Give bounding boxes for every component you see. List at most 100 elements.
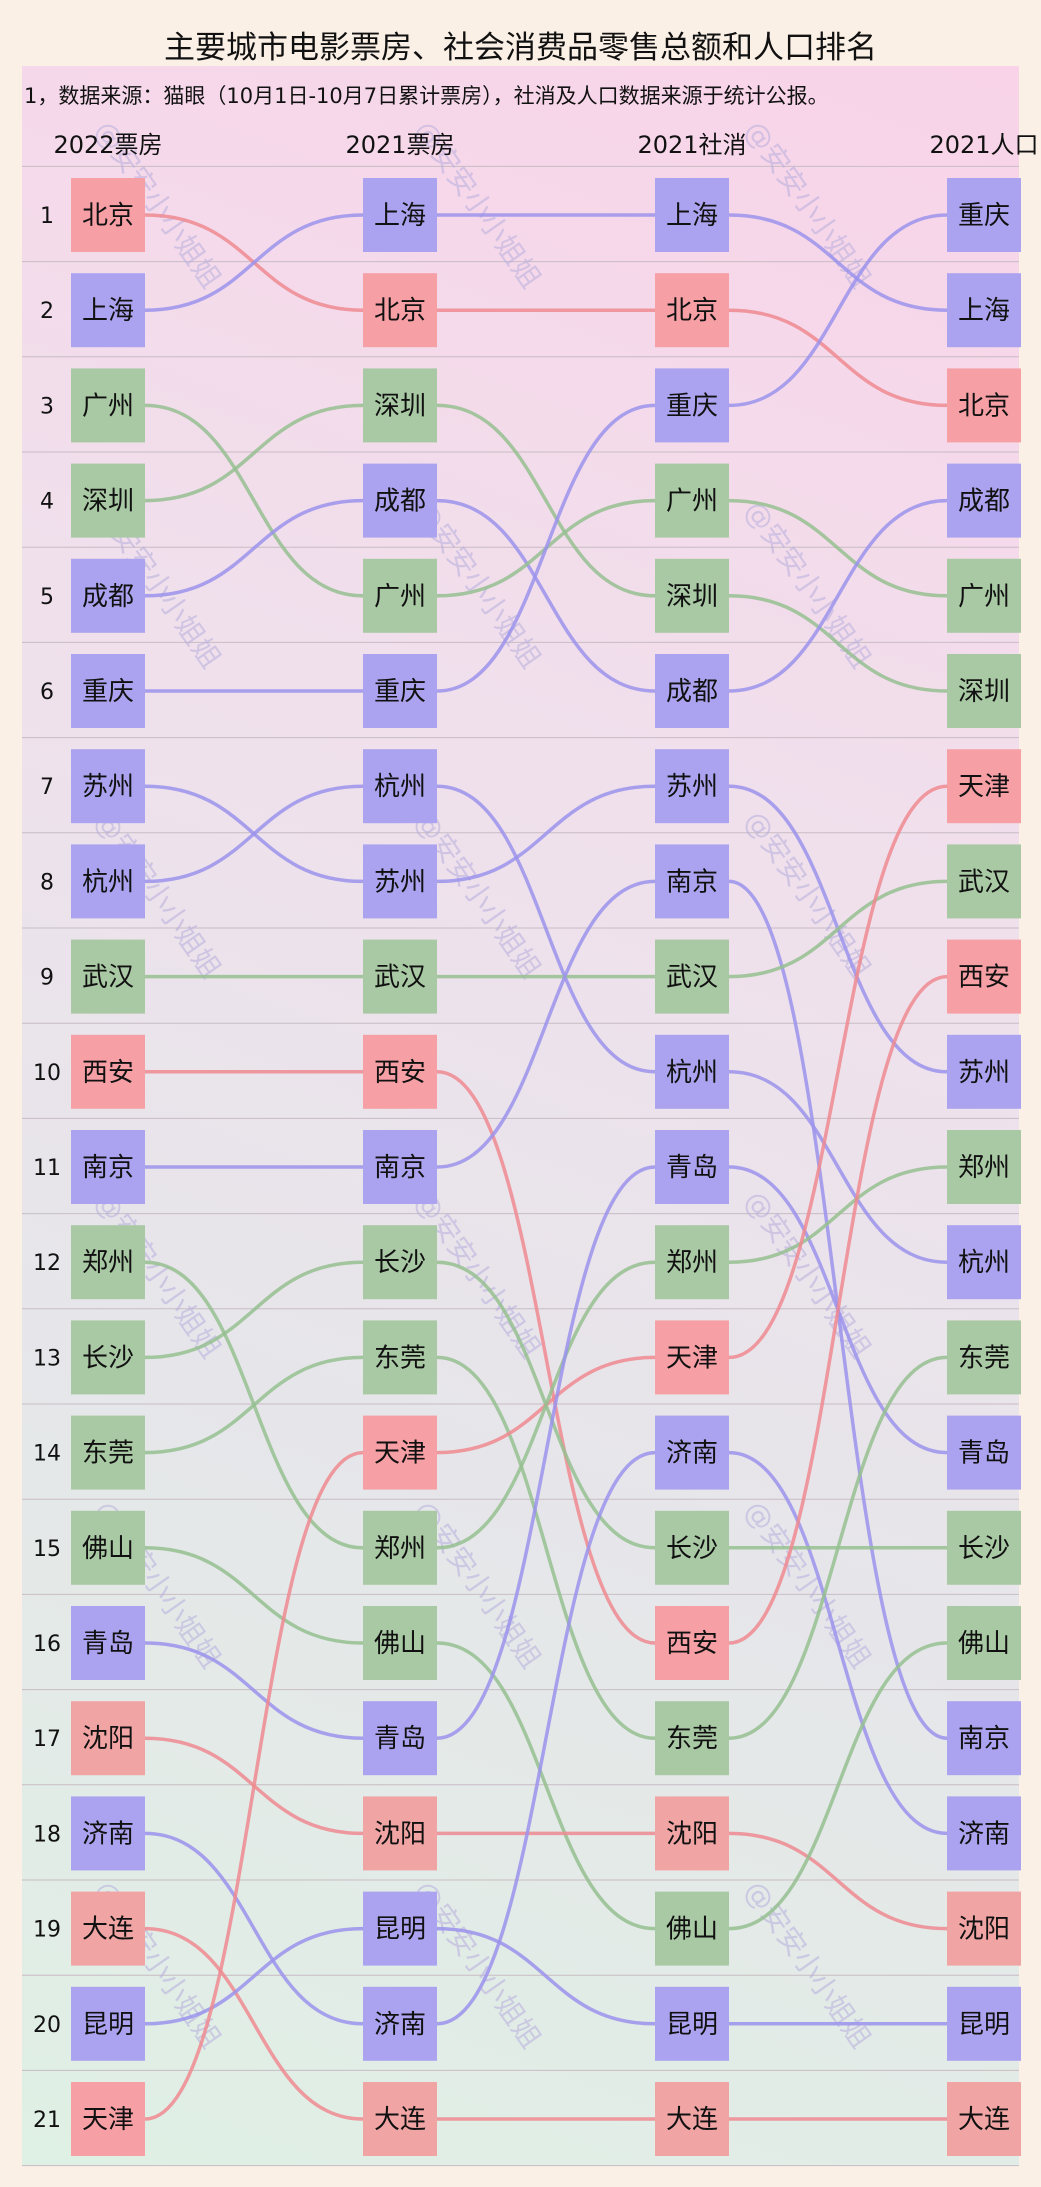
city-box bbox=[363, 178, 437, 252]
city-label: 广州 bbox=[958, 582, 1010, 612]
city-label: 杭州 bbox=[958, 1248, 1010, 1278]
city-box bbox=[71, 1225, 145, 1300]
city-label: 上海 bbox=[82, 296, 134, 326]
city-box bbox=[655, 368, 729, 443]
city-label: 沈阳 bbox=[374, 1819, 426, 1849]
city-box bbox=[363, 1320, 437, 1395]
city-box bbox=[363, 1986, 437, 2061]
city-box bbox=[71, 1130, 145, 1204]
city-box bbox=[655, 1510, 729, 1585]
city-label: 佛山 bbox=[374, 1629, 426, 1659]
connector-line bbox=[144, 1450, 364, 2121]
city-box bbox=[947, 273, 1021, 348]
city-box bbox=[655, 1796, 729, 1871]
city-label: 成都 bbox=[82, 582, 134, 612]
city-box bbox=[363, 844, 437, 919]
connector-line bbox=[436, 403, 656, 693]
city-box bbox=[71, 368, 145, 443]
connector-line bbox=[728, 1165, 948, 1264]
city-box bbox=[71, 2082, 145, 2156]
city-label: 苏州 bbox=[666, 772, 718, 802]
connector-line bbox=[436, 498, 656, 693]
gridlines bbox=[22, 165, 1019, 2167]
city-box bbox=[947, 1796, 1021, 1871]
city-box bbox=[363, 2082, 437, 2156]
city-label: 成都 bbox=[958, 487, 1010, 517]
connector-line bbox=[144, 1831, 364, 2026]
city-label: 济南 bbox=[82, 1819, 134, 1849]
city-label: 济南 bbox=[666, 1439, 718, 1469]
city-label: 青岛 bbox=[82, 1629, 134, 1659]
city-box bbox=[71, 1891, 145, 1966]
city-box bbox=[655, 2082, 729, 2156]
watermark-text: @安安小小姐姐 bbox=[738, 1875, 877, 2054]
city-box bbox=[71, 1606, 145, 1680]
city-box bbox=[947, 558, 1021, 633]
city-box bbox=[947, 1701, 1021, 1776]
city-box bbox=[947, 1891, 1021, 1966]
city-label: 昆明 bbox=[374, 1915, 426, 1945]
city-label: 济南 bbox=[374, 2010, 426, 2040]
connector-line bbox=[436, 784, 656, 1074]
city-label: 沈阳 bbox=[958, 1915, 1010, 1945]
city-box bbox=[71, 1986, 145, 2061]
city-label: 西安 bbox=[374, 1058, 426, 1088]
city-box bbox=[655, 1986, 729, 2061]
city-box bbox=[71, 1415, 145, 1490]
rank-label: 1 bbox=[40, 204, 54, 229]
city-box bbox=[71, 273, 145, 348]
city-label: 重庆 bbox=[958, 201, 1010, 231]
city-box bbox=[655, 178, 729, 252]
column-header: 2021社消 bbox=[637, 131, 746, 159]
city-label: 北京 bbox=[958, 391, 1010, 421]
city-box bbox=[947, 1986, 1021, 2061]
city-box bbox=[71, 654, 145, 728]
column-header: 2022票房 bbox=[53, 131, 162, 159]
connector-line bbox=[436, 784, 656, 884]
city-boxes: 北京上海广州深圳成都重庆苏州杭州武汉西安南京郑州长沙东莞佛山青岛沈阳济南大连昆明… bbox=[71, 178, 1021, 2156]
city-box bbox=[71, 463, 145, 538]
city-box bbox=[71, 558, 145, 633]
city-label: 天津 bbox=[958, 772, 1010, 802]
chart-title: 主要城市电影票房、社会消费品零售总额和人口排名 bbox=[164, 30, 877, 66]
rank-label: 13 bbox=[33, 1346, 61, 1371]
city-box bbox=[363, 1415, 437, 1490]
city-box bbox=[655, 1606, 729, 1680]
watermark-text: @安安小小姐姐 bbox=[738, 115, 877, 294]
city-label: 北京 bbox=[374, 296, 426, 326]
city-box bbox=[71, 1796, 145, 1871]
city-box bbox=[947, 1320, 1021, 1395]
city-box bbox=[655, 463, 729, 538]
city-label: 重庆 bbox=[666, 391, 718, 421]
connector-line bbox=[144, 403, 364, 503]
connector-line bbox=[728, 498, 948, 598]
city-label: 杭州 bbox=[374, 772, 426, 802]
connector-line bbox=[144, 403, 364, 598]
rank-label: 2 bbox=[40, 299, 54, 324]
city-label: 济南 bbox=[958, 1819, 1010, 1849]
city-box bbox=[655, 1130, 729, 1204]
connector-line bbox=[728, 213, 948, 408]
connector-lines bbox=[144, 213, 948, 2121]
city-label: 苏州 bbox=[82, 772, 134, 802]
city-box bbox=[71, 844, 145, 919]
city-label: 天津 bbox=[82, 2105, 134, 2135]
connector-line bbox=[144, 1260, 364, 1360]
connector-line bbox=[728, 1070, 948, 1264]
city-label: 北京 bbox=[82, 201, 134, 231]
rank-label: 21 bbox=[33, 2108, 61, 2133]
city-label: 长沙 bbox=[374, 1248, 426, 1278]
connector-line bbox=[144, 1926, 364, 2121]
city-label: 大连 bbox=[666, 2105, 718, 2135]
city-box bbox=[947, 1225, 1021, 1300]
connector-line bbox=[728, 1831, 948, 1931]
city-label: 南京 bbox=[82, 1153, 134, 1183]
rank-label: 7 bbox=[40, 775, 54, 800]
connector-line bbox=[144, 1926, 364, 2026]
connector-line bbox=[436, 1450, 656, 2026]
connector-line bbox=[728, 1355, 948, 1740]
city-box bbox=[947, 1034, 1021, 1109]
rank-label: 8 bbox=[40, 870, 54, 895]
city-label: 西安 bbox=[958, 963, 1010, 993]
city-box bbox=[363, 939, 437, 1014]
